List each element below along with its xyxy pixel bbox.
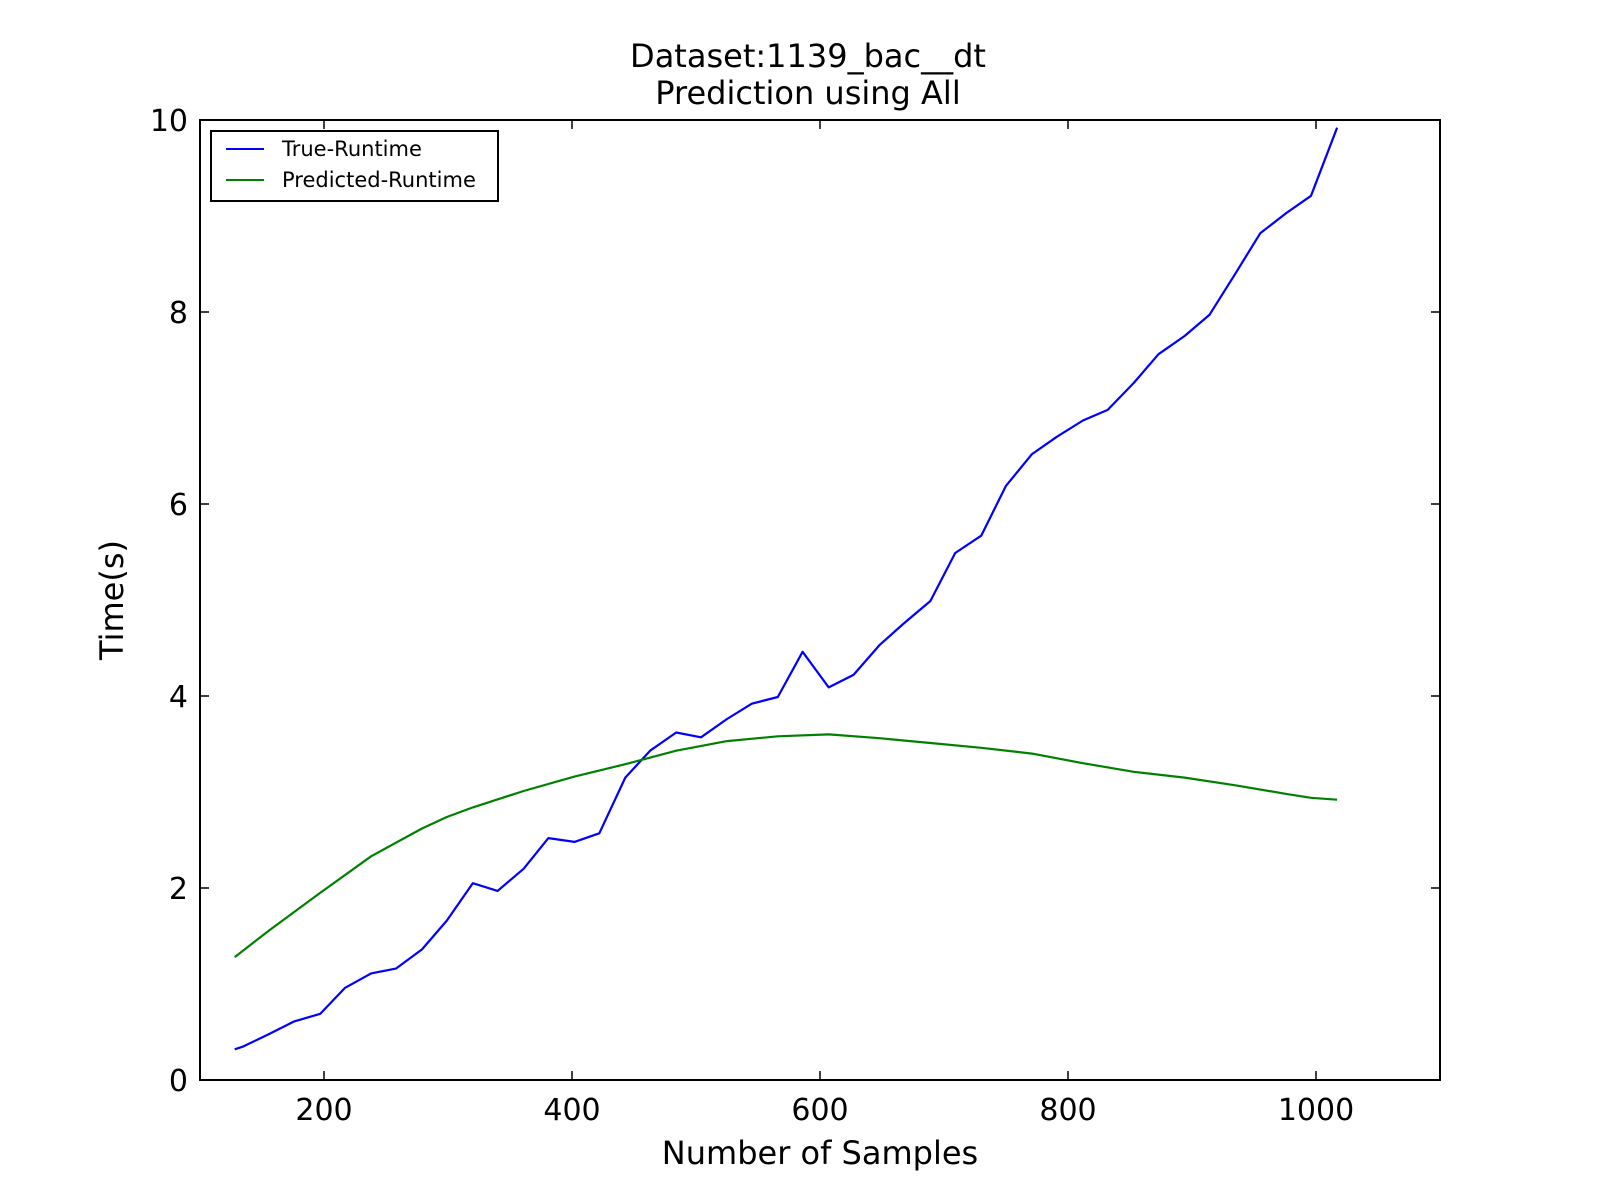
x-tick-label: 600 xyxy=(791,1093,848,1128)
y-tick-label: 2 xyxy=(169,872,188,907)
plot-frame xyxy=(199,119,1441,1081)
legend-label-predicted-runtime: Predicted-Runtime xyxy=(282,168,476,192)
legend: True-Runtime Predicted-Runtime xyxy=(210,130,499,202)
x-tick-label: 200 xyxy=(295,1093,352,1128)
x-axis-label: Number of Samples xyxy=(662,1134,978,1172)
chart-subtitle: Prediction using All xyxy=(655,74,960,112)
y-tick-label: 0 xyxy=(169,1064,188,1099)
x-tick-label: 1000 xyxy=(1278,1093,1354,1128)
y-tick-label: 6 xyxy=(169,488,188,523)
y-tick-label: 4 xyxy=(169,680,188,715)
y-tick-label: 8 xyxy=(169,296,188,331)
x-tick-label: 800 xyxy=(1039,1093,1096,1128)
plot-area xyxy=(234,127,1339,1051)
series-line-true-runtime xyxy=(234,127,1339,1051)
x-tick-label: 400 xyxy=(543,1093,600,1128)
y-axis-label: Time(s) xyxy=(93,540,131,661)
series-line-predicted-runtime xyxy=(234,733,1338,958)
y-tick-label: 10 xyxy=(150,104,188,139)
chart-title: Dataset:1139_bac__dt xyxy=(630,37,986,75)
legend-box xyxy=(210,130,499,202)
axis-ticks: 200 400 600 800 1000 0 2 4 6 8 10 xyxy=(150,104,1440,1128)
legend-label-true-runtime: True-Runtime xyxy=(281,137,422,161)
